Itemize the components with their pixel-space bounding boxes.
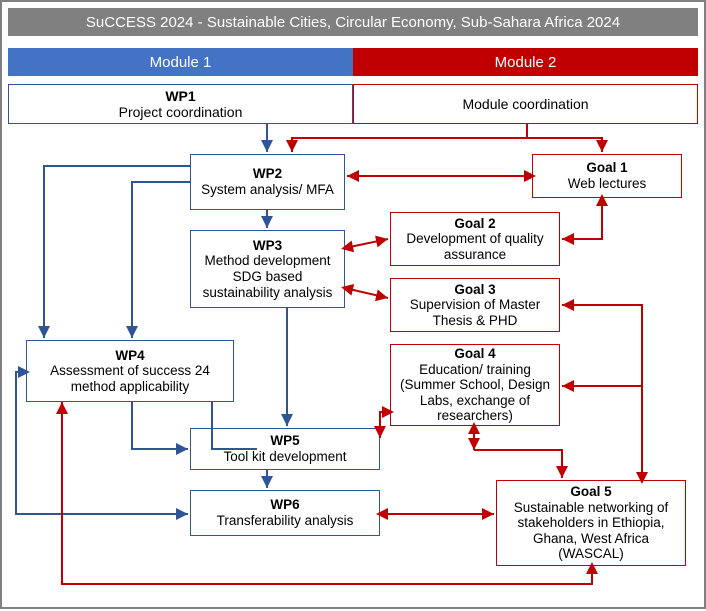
module-coordination-box: Module coordination xyxy=(353,84,698,124)
goal3-box: Goal 3 Supervision of Master Thesis & PH… xyxy=(390,278,560,332)
goal3-sub: Supervision of Master Thesis & PHD xyxy=(397,297,553,328)
title-bar: SuCCESS 2024 - Sustainable Cities, Circu… xyxy=(8,8,698,36)
diagram-frame: SuCCESS 2024 - Sustainable Cities, Circu… xyxy=(0,0,706,609)
wp6-sub: Transferability analysis xyxy=(217,513,354,529)
module-1-label: Module 1 xyxy=(150,54,212,71)
wp3-sub2: SDG based sustainability analysis xyxy=(197,269,338,300)
wp1-sub: Project coordination xyxy=(119,104,243,120)
wp2-box: WP2 System analysis/ MFA xyxy=(190,154,345,210)
wp6-box: WP6 Transferability analysis xyxy=(190,490,380,536)
goal1-box: Goal 1 Web lectures xyxy=(532,154,682,198)
wp1-box: WP1 Project coordination xyxy=(8,84,353,124)
coordination-row: WP1 Project coordination Module coordina… xyxy=(8,84,698,124)
goal2-title: Goal 2 xyxy=(454,216,495,232)
goal5-box: Goal 5 Sustainable networking of stakeho… xyxy=(496,480,686,566)
goal3-title: Goal 3 xyxy=(454,282,495,298)
wp2-title: WP2 xyxy=(253,166,282,182)
goal2-sub: Development of quality assurance xyxy=(397,231,553,262)
goal2-box: Goal 2 Development of quality assurance xyxy=(390,212,560,266)
wp5-box: WP5 Tool kit development xyxy=(190,428,380,470)
module-header-row: Module 1 Module 2 xyxy=(8,48,698,76)
goal5-title: Goal 5 xyxy=(570,484,611,500)
wp3-box: WP3 Method development SDG based sustain… xyxy=(190,230,345,308)
goal4-title: Goal 4 xyxy=(454,346,495,362)
wp3-sub1: Method development xyxy=(204,253,330,269)
wp3-title: WP3 xyxy=(253,238,282,254)
goal1-sub: Web lectures xyxy=(568,176,647,192)
wp4-sub: Assessment of success 24 method applicab… xyxy=(33,363,227,394)
goal4-sub: Education/ training (Summer School, Desi… xyxy=(397,362,553,424)
wp4-box: WP4 Assessment of success 24 method appl… xyxy=(26,340,234,402)
module-coordination-label: Module coordination xyxy=(462,96,588,112)
wp6-title: WP6 xyxy=(270,497,299,513)
module-1-header: Module 1 xyxy=(8,48,353,76)
wp2-sub: System analysis/ MFA xyxy=(201,182,334,198)
module-2-label: Module 2 xyxy=(495,54,557,71)
wp5-sub: Tool kit development xyxy=(223,449,346,465)
title-text: SuCCESS 2024 - Sustainable Cities, Circu… xyxy=(86,14,620,31)
goal4-box: Goal 4 Education/ training (Summer Schoo… xyxy=(390,344,560,426)
wp4-title: WP4 xyxy=(115,348,144,364)
goal1-title: Goal 1 xyxy=(586,160,627,176)
wp1-title: WP1 xyxy=(165,88,195,104)
goal5-sub: Sustainable networking of stakeholders i… xyxy=(503,500,679,562)
module-2-header: Module 2 xyxy=(353,48,698,76)
wp5-title: WP5 xyxy=(270,433,299,449)
